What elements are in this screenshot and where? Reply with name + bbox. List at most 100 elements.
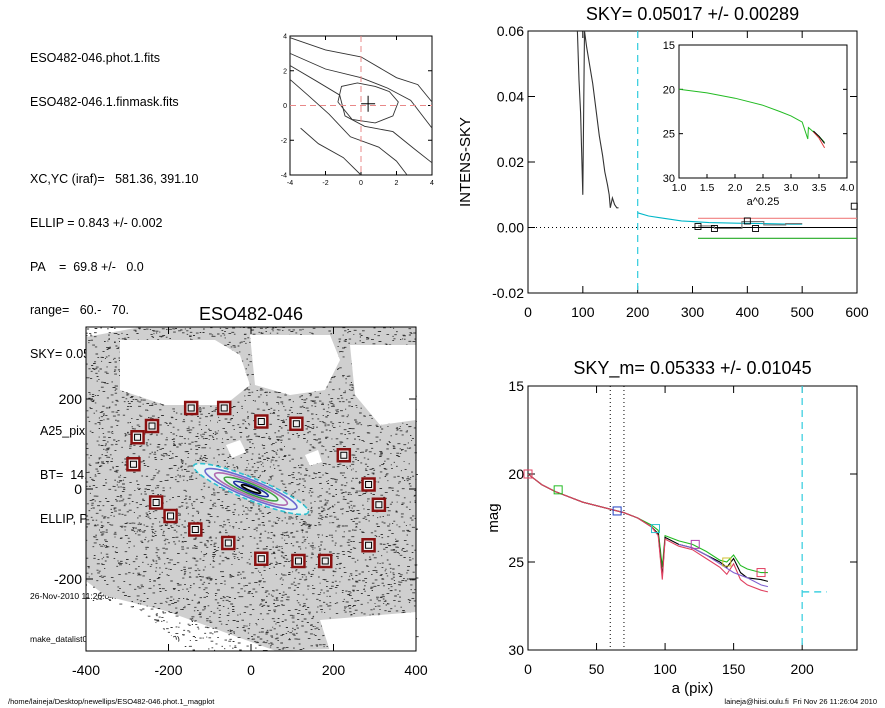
mag-series-line	[527, 473, 768, 574]
sky-ylabel: INTENS-SKY	[457, 117, 474, 207]
image-sky-box	[183, 400, 199, 416]
inset-xtick-label: 2.5	[756, 182, 771, 194]
inset-ytick-label: 30	[663, 173, 675, 185]
mag-xtick-label: 50	[589, 661, 605, 677]
image-sky-box-inner	[134, 433, 142, 441]
contour-line	[300, 127, 362, 176]
mag-xtick-label: 100	[653, 661, 677, 677]
image-ytick-label: 200	[59, 391, 83, 407]
mag-marker	[612, 506, 622, 516]
contour-xtick-label: 4	[430, 180, 434, 187]
mag-marker	[722, 557, 732, 567]
image-sky-box	[130, 430, 145, 445]
mag-marker	[523, 469, 533, 479]
inset-ytick-label: 15	[663, 40, 675, 52]
image-sky-box-inner	[321, 557, 329, 565]
inset-xtick-label: 4.0	[840, 182, 855, 194]
image-sky-box	[371, 497, 387, 512]
contour-xtick-label: 2	[395, 180, 399, 187]
image-sky-box	[221, 535, 236, 551]
image-ytick-label: -200	[54, 571, 82, 587]
image-sky-box	[188, 522, 203, 537]
mag-xtick-label: 200	[790, 661, 814, 677]
image-isophote-ellipse	[232, 480, 270, 498]
sky-ytick-label: 0.00	[497, 220, 524, 236]
image-background	[86, 326, 419, 652]
sky-xtick-label: 200	[626, 304, 650, 320]
inset-xtick-label: 3.0	[784, 182, 799, 194]
image-mask-region	[305, 450, 322, 466]
sky-ytick-label: 0.04	[497, 89, 524, 105]
inset-xtick-label: 3.5	[812, 182, 827, 194]
sky-marker	[850, 202, 858, 210]
image-isophote-ellipse	[204, 467, 298, 511]
inset-xtick-label: 1.5	[700, 182, 715, 194]
sky-ytick-label: -0.02	[492, 285, 524, 301]
inset-xtick-label: 1.0	[672, 182, 687, 194]
mag-axes	[527, 385, 858, 651]
footer-user: laineja@hiisi.oulu.fi Fri Nov 26 11:26:0…	[724, 697, 877, 706]
image-title: ESO482-046	[199, 304, 303, 324]
mag-series-line	[527, 473, 769, 593]
sky-xtick-label: 100	[571, 304, 595, 320]
image-sky-box	[144, 418, 160, 434]
sky-xtick-label: 300	[681, 304, 705, 320]
image-sky-box-inner	[375, 501, 383, 509]
sky-xtick-label: 600	[845, 304, 869, 320]
image-mask-region	[86, 600, 190, 651]
inset-series-line	[813, 131, 826, 149]
info-line-mask: ESO482-046.1.finmask.fits	[30, 94, 179, 109]
contour-ytick-label: -4	[281, 173, 287, 180]
mag-series-line	[678, 543, 769, 588]
image-sky-box	[148, 495, 164, 510]
image-xtick-label: 400	[404, 662, 428, 678]
mag-ytick-label: 25	[508, 554, 524, 570]
image-sky-box	[126, 457, 141, 472]
sky-marker	[694, 223, 702, 230]
sky-series-line	[576, 30, 619, 209]
image-sky-box-inner	[340, 451, 348, 459]
image-mask-region	[226, 440, 246, 458]
sky-marker	[752, 225, 760, 232]
image-sky-box	[361, 538, 376, 553]
image-sky-box-inner	[257, 418, 265, 425]
image-sky-box-inner	[148, 422, 156, 430]
image-sky-box	[163, 508, 178, 524]
mag-ytick-label: 15	[508, 378, 524, 394]
sky-title: SKY= 0.05017 +/- 0.00289	[586, 4, 799, 24]
image-isophote-ellipse	[213, 472, 289, 506]
contour-line	[337, 82, 399, 124]
sky-xtick-label: 500	[790, 304, 814, 320]
contour-line	[289, 52, 433, 129]
image-sky-box	[291, 553, 306, 569]
sky-marker	[743, 217, 751, 225]
contour-xtick-label: -2	[322, 180, 328, 187]
mag-xlabel: a (pix)	[672, 680, 714, 697]
image-sky-box-inner	[191, 526, 199, 533]
image-sky-box	[336, 448, 352, 463]
image-mask-region	[320, 612, 416, 651]
image-xtick-label: -400	[72, 662, 100, 678]
image-xtick-label: 200	[322, 662, 346, 678]
image-sky-box-inner	[365, 541, 373, 549]
image-isophote-ellipse	[240, 483, 262, 495]
image-isophote-ellipse	[192, 462, 310, 516]
image-sky-box	[318, 553, 333, 569]
info-line-ellip: ELLIP = 0.843 +/- 0.002	[30, 215, 163, 230]
mag-xtick-label: 150	[722, 661, 746, 677]
image-mask-region	[350, 345, 416, 425]
image-sky-box-inner	[294, 557, 302, 565]
contour-xtick-label: 0	[359, 180, 363, 187]
inset-xtick-label: 2.0	[728, 182, 743, 194]
mag-title: SKY_m= 0.05333 +/- 0.01045	[573, 358, 811, 379]
contour-line	[289, 65, 433, 164]
image-sky-box-inner	[167, 512, 175, 520]
image-xtick-label: 0	[247, 662, 255, 678]
contour-ytick-label: 2	[283, 68, 287, 75]
image-sky-box-inner	[152, 499, 160, 506]
mag-marker	[553, 485, 563, 495]
sky-xtick-label: 400	[736, 304, 760, 320]
sky-ytick-label: 0.06	[497, 23, 524, 39]
contour-xtick-label: -4	[287, 180, 293, 187]
